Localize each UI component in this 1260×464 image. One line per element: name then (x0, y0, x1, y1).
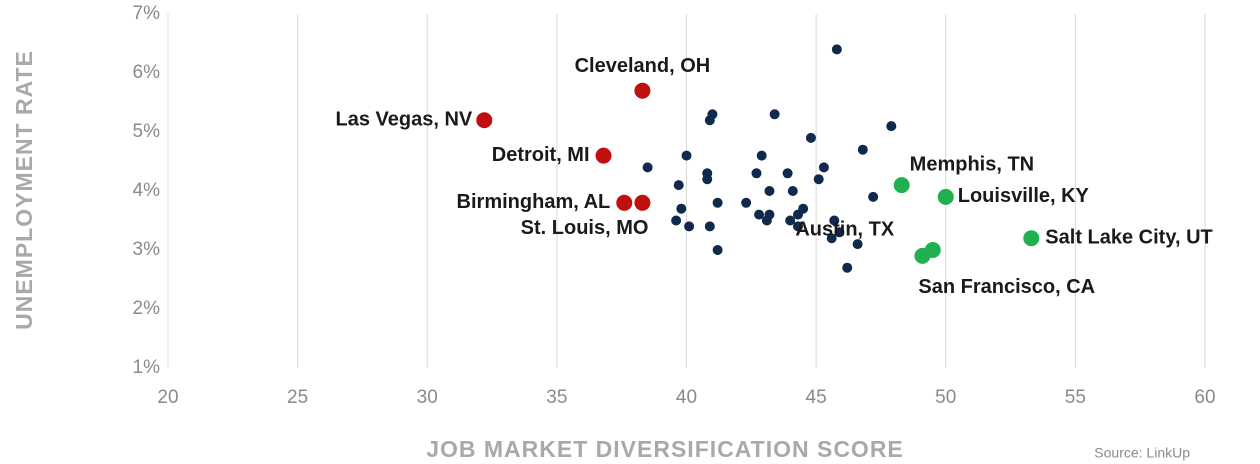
x-tick-label: 50 (935, 387, 956, 408)
point-label: San Francisco, CA (918, 276, 1095, 298)
point (681, 150, 692, 161)
point (831, 44, 842, 55)
point (792, 209, 803, 220)
point (761, 215, 772, 226)
point (642, 162, 653, 173)
x-tick-label: 35 (546, 387, 567, 408)
point (741, 197, 752, 208)
y-tick-label: 4% (133, 180, 161, 201)
point (671, 215, 682, 226)
point (673, 180, 684, 191)
point (751, 168, 762, 179)
point (914, 247, 931, 264)
point (818, 162, 829, 173)
point (842, 262, 853, 273)
x-axis-label: JOB MARKET DIVERSIFICATION SCORE (426, 436, 904, 462)
point (634, 82, 651, 99)
point (476, 112, 493, 129)
y-tick-label: 7% (133, 3, 161, 24)
point (787, 186, 798, 196)
y-tick-label: 5% (133, 121, 161, 142)
point-label: Memphis, TN (910, 153, 1034, 175)
point (805, 132, 816, 143)
point (756, 150, 767, 161)
point (857, 144, 868, 155)
point (704, 221, 715, 232)
point (634, 194, 651, 211)
point (754, 209, 765, 220)
x-tick-label: 40 (676, 387, 697, 408)
y-tick-label: 1% (133, 357, 161, 378)
y-tick-label: 2% (133, 298, 161, 319)
point-label: Cleveland, OH (575, 55, 711, 77)
y-tick-label: 3% (133, 239, 161, 260)
point-label: Louisville, KY (958, 185, 1090, 207)
source: Source: LinkUp (1094, 445, 1190, 461)
point (829, 215, 840, 226)
point (886, 121, 897, 132)
x-tick-label: 45 (806, 387, 827, 408)
point (764, 186, 775, 196)
point (937, 188, 954, 205)
point (868, 191, 879, 202)
y-axis-label: UNEMPLOYMENT RATE (11, 50, 37, 330)
y-tick-label: 6% (133, 62, 161, 83)
point (595, 147, 612, 164)
point-label: Austin, TX (795, 218, 895, 240)
point (785, 215, 796, 226)
x-tick-label: 20 (157, 387, 178, 408)
x-tick-label: 60 (1194, 387, 1215, 408)
point (834, 227, 845, 238)
point (704, 115, 715, 126)
point-label: Salt Lake City, UT (1045, 226, 1212, 248)
point-label: Detroit, MI (492, 144, 590, 166)
point (616, 194, 633, 211)
point-label: Las Vegas, NV (336, 108, 473, 130)
point (684, 221, 695, 232)
point (893, 177, 910, 194)
point (792, 221, 803, 232)
point (712, 245, 723, 255)
point (813, 174, 824, 185)
point (1023, 230, 1040, 247)
point (826, 233, 837, 244)
point-label: St. Louis, MO (521, 217, 649, 239)
point (852, 239, 863, 250)
point (712, 197, 723, 208)
point (676, 203, 687, 214)
point (782, 168, 793, 179)
point (702, 174, 713, 185)
x-tick-label: 55 (1065, 387, 1086, 408)
x-tick-label: 25 (287, 387, 308, 408)
x-tick-label: 30 (417, 387, 438, 408)
point-label: Birmingham, AL (457, 191, 611, 213)
point (769, 109, 780, 120)
